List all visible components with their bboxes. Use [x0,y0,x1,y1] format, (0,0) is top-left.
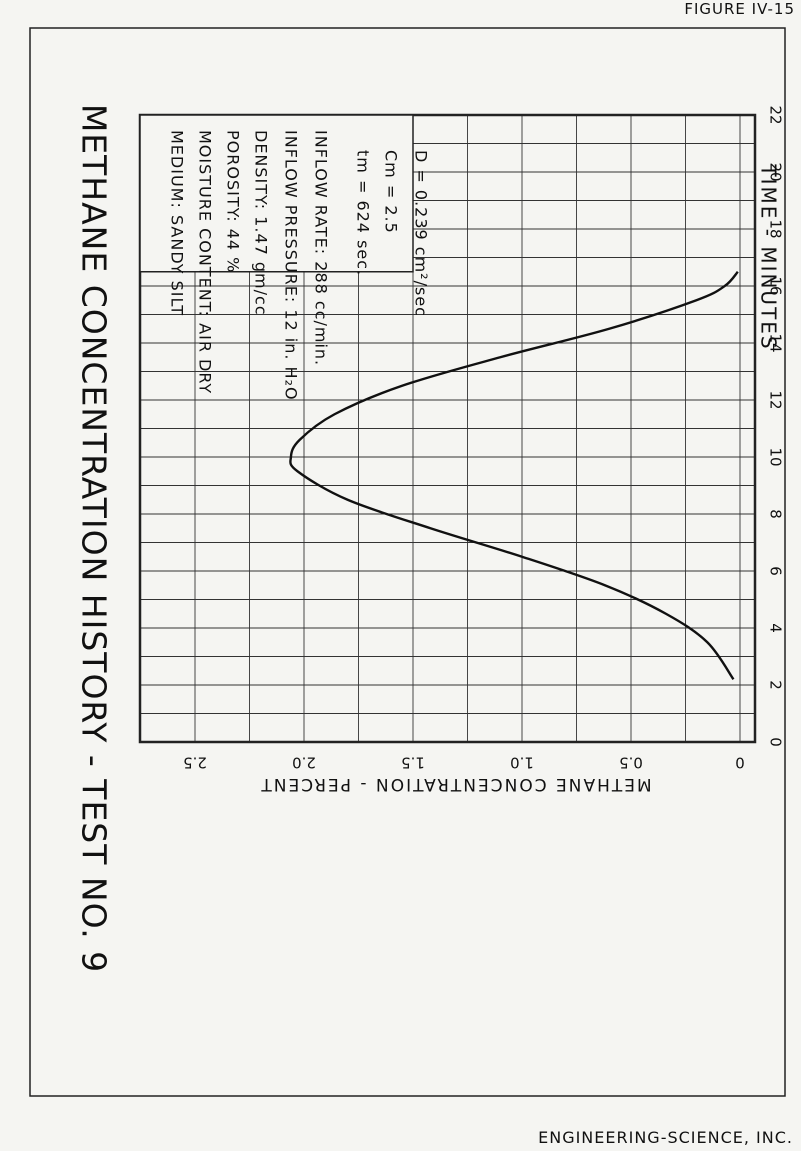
x-tick-label: 8 [767,509,785,519]
figure-label: FIGURE IV-15 [684,0,795,18]
company-name: ENGINEERING-SCIENCE, INC. [538,1128,793,1147]
parameter-label: Cm = 2.5 [382,150,401,234]
outer-frame [29,27,786,1097]
x-tick-label: 0 [767,737,785,747]
parameter-label: MOISTURE CONTENT: AIR DRY [196,130,215,394]
methane-series-line [289,270,739,680]
chart-title: METHANE CONCENTRATION HISTORY - TEST NO.… [75,104,114,973]
x-tick-label: 4 [767,623,785,633]
x-tick-label: 18 [767,219,785,238]
parameter-label: MEDIUM: SANDY SILT [168,130,187,316]
x-tick-label: 20 [767,162,785,181]
y-tick-label: 0.5 [619,754,643,772]
parameter-box [139,114,414,273]
x-tick-label: 2 [767,680,785,690]
y-tick-label: 2.5 [183,754,207,772]
y-axis-label: METHANE CONCENTRATION - PERCENT [259,774,651,794]
x-axis-label: TIME - MINUTES [757,163,781,350]
legend-box-layer [139,114,414,273]
y-tick-label: 1.0 [510,754,534,772]
parameter-label: INFLOW PRESSURE: 12 in. H₂O [282,130,301,401]
x-tick-label: 22 [767,105,785,124]
text-layer: TIME - MINUTES METHANE CONCENTRATION - PE… [75,104,781,973]
plot-frame [138,113,757,744]
parameter-label: POROSITY: 44 % [224,130,243,273]
y-tick-label: 0 [735,754,745,772]
x-tick-label: 14 [767,333,785,352]
y-tick-label: 2.0 [292,754,316,772]
parameter-label: tm = 624 sec. [354,150,373,276]
x-tick-label: 6 [767,566,785,576]
parameter-label: D = 0.239 cm²/sec [412,150,431,317]
series-layer [289,270,739,680]
y-tick-label: 1.5 [401,754,425,772]
x-tick-label: 10 [767,447,785,466]
axis-layer: 0 2 4 6 8 10 12 14 16 18 20 22 0 0.5 1.0 1.5 2.0 2.5 [183,105,784,771]
parameter-label: INFLOW RATE: 288 cc/min. [312,130,331,366]
x-tick-label: 16 [767,276,785,295]
parameter-label: DENSITY: 1.47 gm/cc [252,130,271,316]
x-tick-label: 12 [767,390,785,409]
